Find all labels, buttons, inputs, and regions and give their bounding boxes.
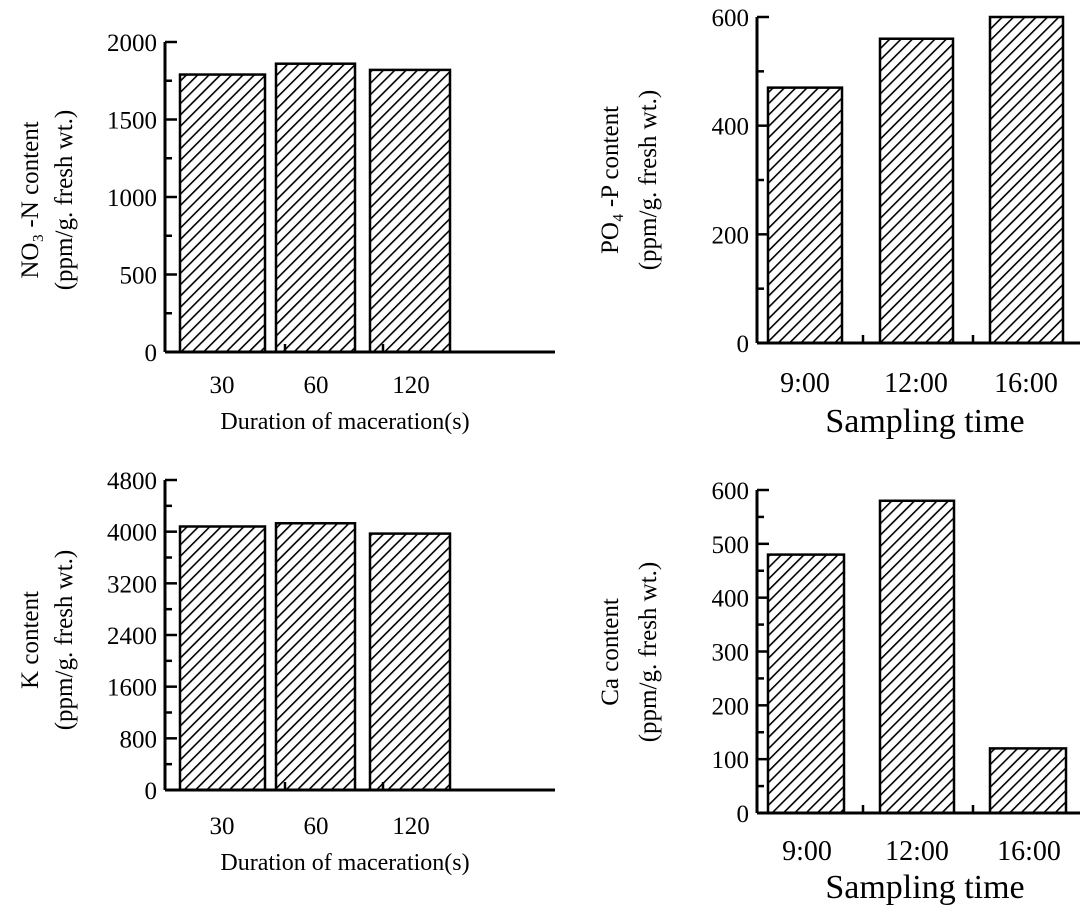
- x-tick-label: 9:00: [780, 368, 830, 399]
- chart-panel-2: 0 200 400 600 9:00 12:00 16:00 Sampling time PO₄…: [597, 5, 1080, 440]
- x-tick-label: 12:00: [885, 836, 949, 867]
- bar-12:00: [878, 499, 956, 815]
- y-tick-label: 200: [712, 693, 750, 720]
- bar-60: [274, 62, 357, 354]
- bar-16:00: [988, 747, 1068, 815]
- bar-120: [368, 68, 452, 354]
- y-tick-label: 600: [712, 5, 750, 32]
- y-tick-label: 4000: [107, 520, 157, 547]
- bar-30: [178, 73, 267, 354]
- y-tick-label: 100: [712, 747, 750, 774]
- x-axis-label: Duration of maceration(s): [220, 850, 469, 876]
- bar-9:00: [766, 86, 844, 345]
- y-tick-label: 1000: [107, 185, 157, 212]
- chart-panel-3: 0 800 1600 2400 3200 4000 4800 30 60 120 Duration …: [17, 468, 555, 876]
- y-tick-label: 300: [712, 640, 750, 667]
- y-axis-label-units: (ppm/g. fresh wt.): [51, 110, 78, 291]
- x-tick-label: 9:00: [782, 836, 832, 867]
- y-tick-label: 400: [712, 586, 750, 613]
- y-axis-label-units: (ppm/g. fresh wt.): [635, 562, 662, 743]
- y-tick-label: 600: [712, 478, 750, 505]
- bar-12:00: [878, 37, 955, 345]
- y-tick-label: 500: [712, 532, 750, 559]
- y-axis-label: NO₃ -N content: [17, 121, 44, 278]
- y-tick-label: 800: [120, 726, 158, 753]
- y-tick-label: 2400: [107, 623, 157, 650]
- y-axis-label: K content: [17, 591, 44, 689]
- y-tick-label: 0: [737, 801, 750, 828]
- y-tick-label: 500: [120, 263, 158, 290]
- y-tick-label: 0: [145, 340, 158, 367]
- y-axis-label-units: (ppm/g. fresh wt.): [51, 550, 78, 731]
- bar-60: [274, 522, 357, 792]
- y-tick-label: 400: [712, 114, 750, 141]
- bar-120: [368, 532, 452, 792]
- y-tick-label: 200: [712, 222, 750, 249]
- x-tick-label: 30: [210, 372, 235, 399]
- chart-panel-4: 0 100 200 300 400 500 600 9:00 12:00 16:00Samplin…: [597, 478, 1080, 906]
- x-tick-label: 12:00: [884, 368, 948, 399]
- y-tick-label: 4800: [107, 468, 157, 495]
- y-axis-label-units: (ppm/g. fresh wt.): [635, 90, 662, 271]
- bar-30: [178, 525, 267, 792]
- y-tick-label: 3200: [107, 571, 157, 598]
- x-tick-label: 120: [392, 813, 430, 840]
- y-axis-label: PO₄ -P content: [597, 106, 624, 254]
- x-axis-label: Sampling time: [825, 403, 1024, 440]
- y-tick-label: 0: [145, 778, 158, 805]
- x-tick-label: 120: [392, 372, 430, 399]
- x-axis-label: Sampling time: [825, 869, 1024, 906]
- x-tick-label: 16:00: [994, 368, 1058, 399]
- y-axis-label: Ca content: [597, 598, 624, 706]
- y-tick-label: 2000: [107, 30, 157, 57]
- y-tick-label: 1600: [107, 675, 157, 702]
- y-tick-label: 1500: [107, 108, 157, 135]
- y-tick-label: 0: [737, 331, 750, 358]
- x-tick-label: 16:00: [997, 836, 1061, 867]
- x-axis-label: Duration of maceration(s): [220, 409, 469, 435]
- chart-panel-1: 0 500 1000 1500 2000 30 60 120 Duration of macer…: [17, 30, 555, 435]
- x-tick-label: 30: [210, 813, 235, 840]
- bar-9:00: [766, 553, 846, 815]
- bar-16:00: [988, 15, 1065, 345]
- x-tick-label: 60: [304, 372, 329, 399]
- x-tick-label: 60: [304, 813, 329, 840]
